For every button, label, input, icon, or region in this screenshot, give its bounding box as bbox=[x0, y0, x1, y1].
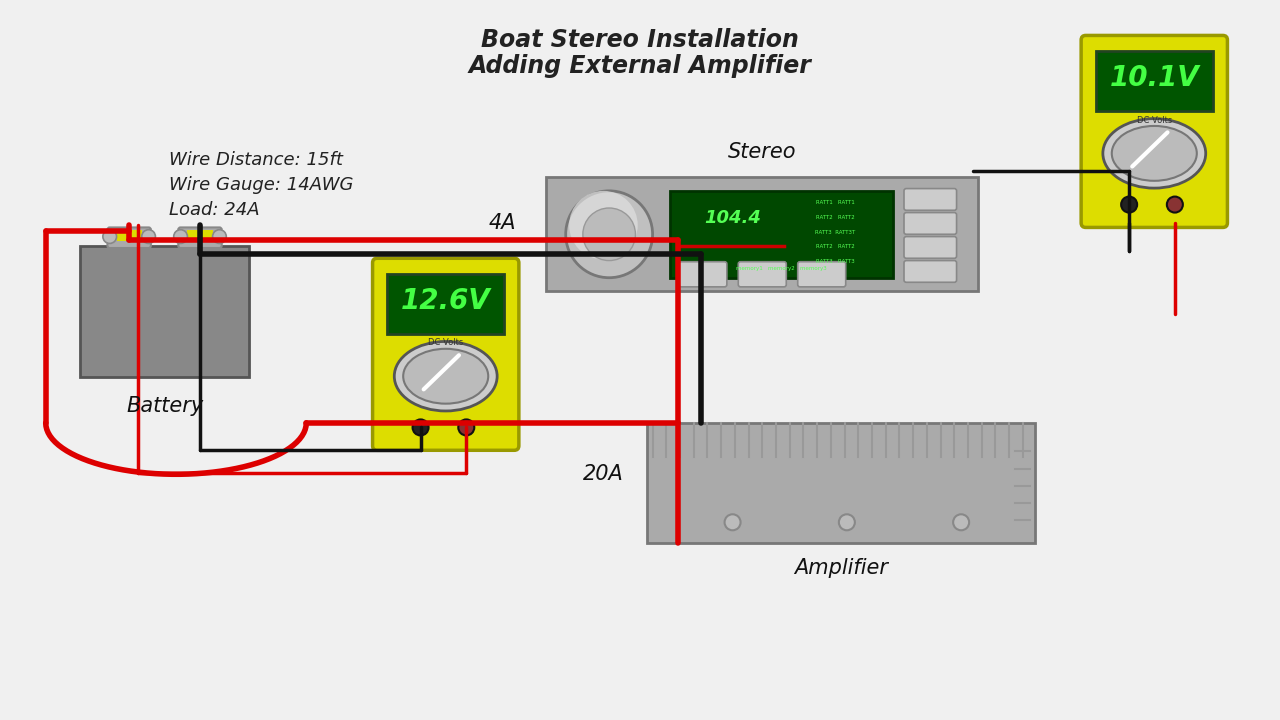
Circle shape bbox=[724, 514, 741, 531]
FancyBboxPatch shape bbox=[1082, 35, 1228, 228]
Text: 10.1V: 10.1V bbox=[1110, 64, 1199, 92]
FancyBboxPatch shape bbox=[739, 261, 786, 287]
Circle shape bbox=[1167, 197, 1183, 212]
FancyBboxPatch shape bbox=[904, 212, 956, 234]
FancyBboxPatch shape bbox=[678, 261, 727, 287]
FancyBboxPatch shape bbox=[1096, 51, 1212, 111]
Text: Stereo: Stereo bbox=[728, 142, 796, 162]
Text: 12.6V: 12.6V bbox=[401, 287, 490, 315]
Text: Boat Stereo Installation: Boat Stereo Installation bbox=[481, 28, 799, 52]
Text: Load: 24A: Load: 24A bbox=[169, 202, 260, 220]
Text: RATT2   RATT2: RATT2 RATT2 bbox=[817, 215, 855, 220]
Circle shape bbox=[1121, 197, 1137, 212]
FancyBboxPatch shape bbox=[646, 423, 1036, 543]
Circle shape bbox=[566, 191, 653, 278]
Circle shape bbox=[174, 230, 187, 243]
Text: 104.4: 104.4 bbox=[704, 210, 762, 228]
FancyBboxPatch shape bbox=[187, 230, 212, 241]
Text: RATT2   RATT2: RATT2 RATT2 bbox=[817, 244, 855, 249]
FancyBboxPatch shape bbox=[388, 274, 504, 333]
FancyBboxPatch shape bbox=[108, 228, 151, 248]
Text: Wire Gauge: 14AWG: Wire Gauge: 14AWG bbox=[169, 176, 353, 194]
Ellipse shape bbox=[1103, 119, 1206, 188]
Text: DC Volts: DC Volts bbox=[1137, 115, 1172, 125]
Circle shape bbox=[954, 514, 969, 531]
Text: memory1   memory2   memory3: memory1 memory2 memory3 bbox=[736, 266, 827, 271]
Circle shape bbox=[102, 230, 116, 243]
FancyBboxPatch shape bbox=[372, 258, 518, 450]
Circle shape bbox=[838, 514, 855, 531]
Circle shape bbox=[412, 420, 429, 436]
Circle shape bbox=[142, 230, 155, 243]
Ellipse shape bbox=[394, 341, 497, 411]
Text: Adding External Amplifier: Adding External Amplifier bbox=[468, 54, 812, 78]
Circle shape bbox=[458, 420, 475, 436]
FancyBboxPatch shape bbox=[904, 189, 956, 210]
FancyBboxPatch shape bbox=[116, 230, 142, 241]
Text: Battery: Battery bbox=[125, 396, 204, 415]
FancyBboxPatch shape bbox=[669, 191, 892, 278]
Text: RATT3   RATT3: RATT3 RATT3 bbox=[817, 259, 855, 264]
FancyBboxPatch shape bbox=[547, 177, 978, 292]
Circle shape bbox=[570, 191, 637, 259]
Text: Amplifier: Amplifier bbox=[794, 558, 888, 578]
Text: 4A: 4A bbox=[489, 213, 517, 233]
FancyBboxPatch shape bbox=[904, 261, 956, 282]
Text: 20A: 20A bbox=[584, 464, 623, 484]
Text: RATT3  RATT3T: RATT3 RATT3T bbox=[815, 230, 855, 235]
Circle shape bbox=[582, 208, 635, 261]
Text: Wire Distance: 15ft: Wire Distance: 15ft bbox=[169, 151, 343, 169]
FancyBboxPatch shape bbox=[81, 246, 250, 377]
FancyBboxPatch shape bbox=[178, 228, 221, 248]
Text: DC Volts: DC Volts bbox=[428, 338, 463, 347]
Ellipse shape bbox=[403, 348, 488, 404]
Circle shape bbox=[212, 230, 227, 243]
FancyBboxPatch shape bbox=[797, 261, 846, 287]
Ellipse shape bbox=[1112, 126, 1197, 181]
Text: RATT1   RATT1: RATT1 RATT1 bbox=[817, 199, 855, 204]
FancyBboxPatch shape bbox=[904, 237, 956, 258]
